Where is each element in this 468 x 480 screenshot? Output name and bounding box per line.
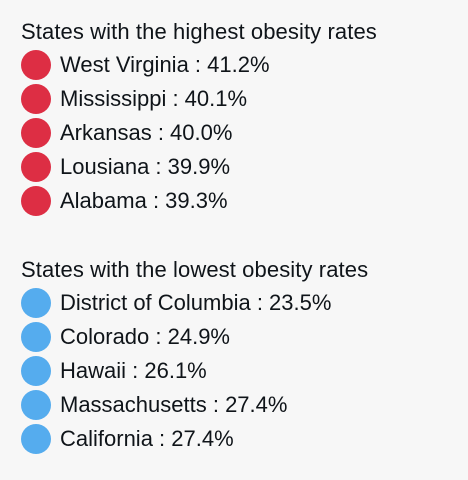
state-rate-text: Colorado : 24.9% [60,324,230,349]
list-item: Colorado : 24.9% [21,320,461,354]
blue-circle-icon [21,390,51,420]
list-item: Hawaii : 26.1% [21,354,461,388]
state-rate-text: Massachusetts : 27.4% [60,392,288,417]
state-rate-text: Arkansas : 40.0% [60,120,233,145]
highest-section-heading: States with the highest obesity rates [21,19,377,44]
lowest-section-heading: States with the lowest obesity rates [21,257,369,282]
list-item: California : 27.4% [21,422,461,456]
lowest-states-list: District of Columbia : 23.5% Colorado : … [21,286,461,456]
list-item: Lousiana : 39.9% [21,150,461,184]
state-rate-text: California : 27.4% [60,426,234,451]
state-rate-text: District of Columbia : 23.5% [60,290,332,315]
list-item: Mississippi : 40.1% [21,82,461,116]
red-circle-icon [21,50,51,80]
blue-circle-icon [21,356,51,386]
state-rate-text: West Virginia : 41.2% [60,52,270,77]
list-item: Arkansas : 40.0% [21,116,461,150]
highest-states-list: West Virginia : 41.2% Mississippi : 40.1… [21,48,461,218]
red-circle-icon [21,84,51,114]
blue-circle-icon [21,322,51,352]
lowest-obesity-section: States with the lowest obesity rates Dis… [21,254,461,456]
blue-circle-icon [21,288,51,318]
red-circle-icon [21,118,51,148]
state-rate-text: Hawaii : 26.1% [60,358,207,383]
state-rate-text: Alabama : 39.3% [60,188,228,213]
list-item: Massachusetts : 27.4% [21,388,461,422]
list-item: District of Columbia : 23.5% [21,286,461,320]
list-item: Alabama : 39.3% [21,184,461,218]
state-rate-text: Mississippi : 40.1% [60,86,248,111]
list-item: West Virginia : 41.2% [21,48,461,82]
highest-obesity-section: States with the highest obesity rates We… [21,16,461,218]
blue-circle-icon [21,424,51,454]
red-circle-icon [21,152,51,182]
red-circle-icon [21,186,51,216]
state-rate-text: Lousiana : 39.9% [60,154,231,179]
